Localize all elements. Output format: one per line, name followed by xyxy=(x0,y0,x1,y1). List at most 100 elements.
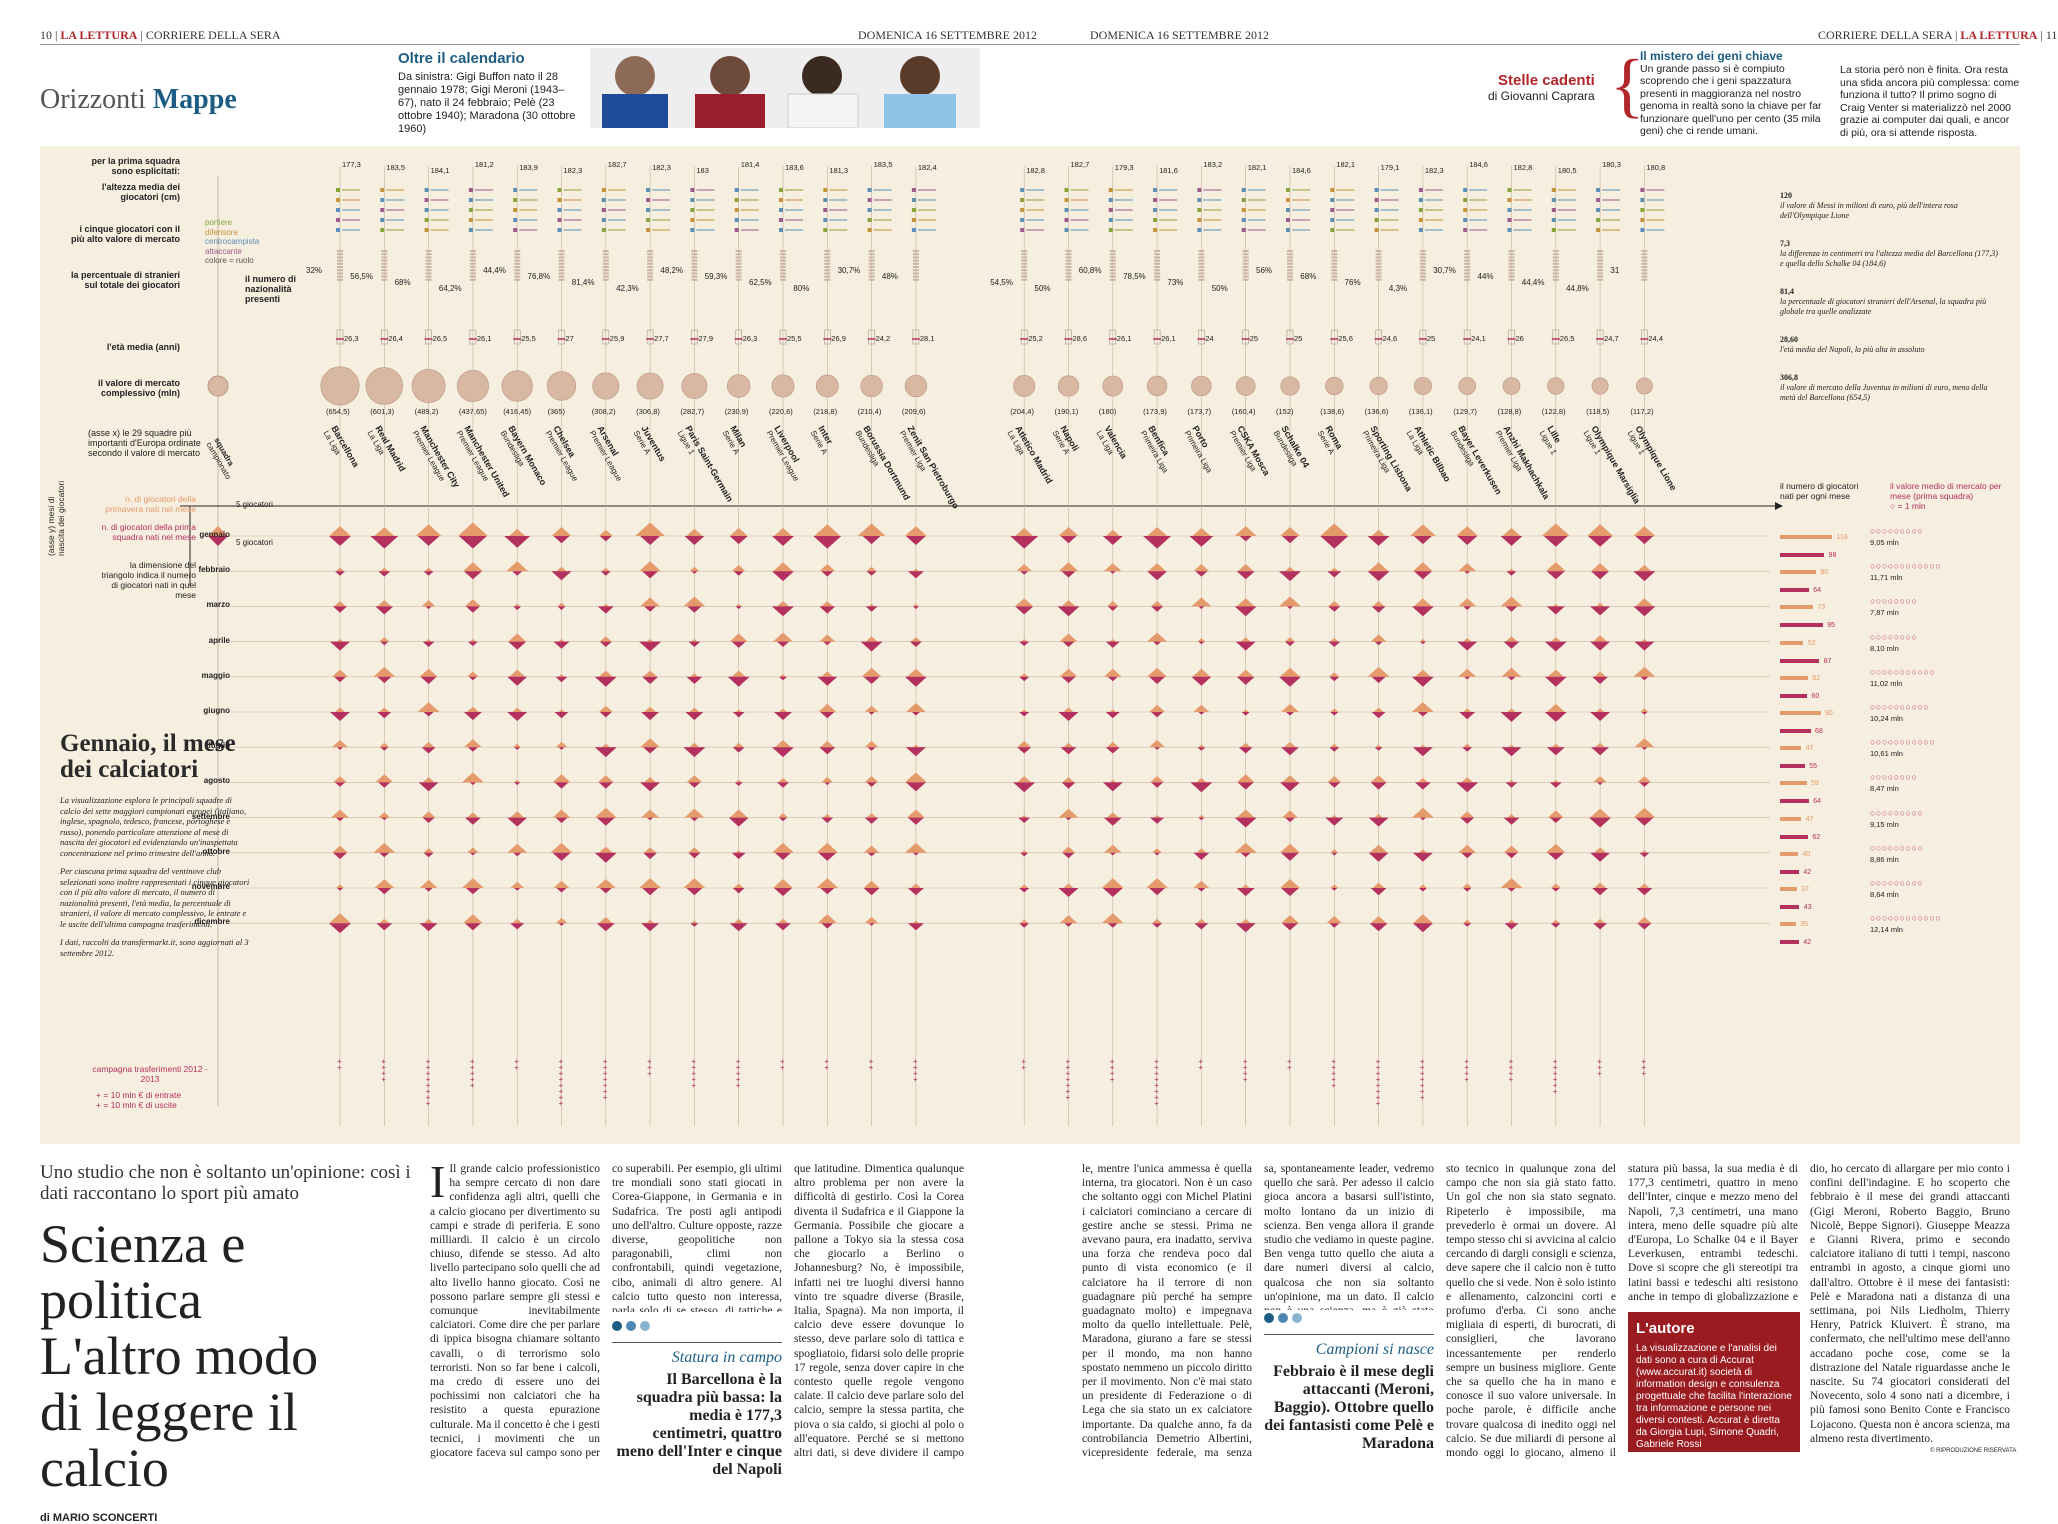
primavera-count: 47 xyxy=(1805,815,1814,823)
nationality-tick xyxy=(514,250,521,252)
prima-bar xyxy=(1780,588,1809,593)
role-difensore: difensore xyxy=(205,227,238,237)
triangle-primavera xyxy=(1374,814,1383,818)
side-note-number: 28,60 xyxy=(1780,335,1798,344)
triangle-primavera xyxy=(912,603,919,607)
player-dot xyxy=(601,218,606,222)
triangle-prima-squadra xyxy=(684,536,705,545)
triangle-prima-squadra xyxy=(1551,888,1560,892)
triangle-prima-squadra xyxy=(642,571,659,579)
player-dot xyxy=(1640,198,1645,202)
stelle-text-2: La storia però non è finita. Ora resta u… xyxy=(1840,64,2020,139)
nationality-tick xyxy=(1021,259,1028,262)
triangle-prima-squadra xyxy=(553,641,570,649)
value-dots: ○○○○○○○○○○○ xyxy=(1870,666,1936,677)
label-cinque: i cinque giocatori con il più alto valor… xyxy=(70,224,180,244)
triangle-primavera xyxy=(1015,598,1034,607)
nationality-tick xyxy=(1375,253,1382,256)
article-header: Uno studio che non è soltanto un'opinion… xyxy=(40,1162,420,1524)
triangle-prima-squadra xyxy=(1015,606,1034,615)
triangle-prima-squadra xyxy=(1102,782,1123,792)
month-stat-row: 80 64 ○○○○○○○○○○○○ 11,71 mln xyxy=(1780,561,2010,597)
nationality-tick xyxy=(912,269,919,272)
triangle-prima-squadra xyxy=(1330,712,1339,716)
age-box xyxy=(1331,329,1338,345)
triangle-primavera xyxy=(1500,878,1523,888)
nationality-tick xyxy=(381,278,388,281)
triangle-primavera xyxy=(1458,844,1477,853)
triangle-primavera xyxy=(773,562,793,572)
nationality-tick xyxy=(425,269,432,272)
triangle-primavera xyxy=(865,636,878,642)
player-dot xyxy=(646,218,651,222)
triangle-primavera xyxy=(1458,668,1477,677)
player-dot xyxy=(646,188,651,192)
nationality-tick xyxy=(1419,272,1426,275)
primavera-bar xyxy=(1780,851,1798,856)
nationality-tick xyxy=(425,259,432,262)
triangle-prima-squadra xyxy=(688,782,701,788)
triangle-prima-squadra xyxy=(1507,676,1516,681)
triangle-prima-squadra xyxy=(774,712,792,721)
triangle-primavera xyxy=(1547,669,1564,677)
triangle-primavera xyxy=(1594,847,1607,853)
nationality-tick xyxy=(602,250,609,252)
month-stat-row: 47 62 ○○○○○○○○○ 9,15 mln xyxy=(1780,808,2010,844)
prima-bar xyxy=(1780,834,1808,839)
intro-p2: Per ciascuna prima squadra del ventinove… xyxy=(60,866,250,929)
triangle-primavera xyxy=(1463,708,1472,712)
nationality-tick xyxy=(1065,275,1072,278)
player-dot xyxy=(1286,188,1290,192)
player-dot xyxy=(601,188,606,192)
nationality-tick xyxy=(1242,256,1249,259)
player-dot xyxy=(336,208,340,212)
triangle-prima-squadra xyxy=(1143,536,1172,549)
triangle-prima-squadra xyxy=(1331,888,1338,891)
triangle-primavera xyxy=(1279,596,1301,607)
triangle-primavera xyxy=(1587,524,1614,536)
triangle-primavera xyxy=(1411,702,1434,712)
article-kicker: Uno studio che non è soltanto un'opinion… xyxy=(40,1162,411,1204)
nationality-tick xyxy=(1242,250,1249,252)
triangle-primavera xyxy=(1016,564,1033,572)
player-dot xyxy=(1286,198,1290,202)
triangle-primavera xyxy=(457,522,488,536)
age-box xyxy=(779,329,787,345)
triangle-primavera xyxy=(552,809,571,818)
triangle-prima-squadra xyxy=(1197,888,1206,892)
triangle-primavera xyxy=(1373,707,1384,712)
nationality-tick xyxy=(868,266,875,268)
triangle-primavera xyxy=(373,842,396,853)
triangle-primavera xyxy=(1147,667,1168,677)
triangle-primavera xyxy=(1198,814,1205,818)
triangle-prima-squadra xyxy=(728,817,749,827)
nationality-tick xyxy=(337,266,343,268)
player-dot xyxy=(1418,218,1423,222)
nationality-tick xyxy=(868,275,875,278)
nationality-tick xyxy=(912,262,919,265)
nationality-tick xyxy=(780,259,786,262)
triangle-primavera xyxy=(1541,523,1570,536)
nationality-tick xyxy=(647,275,654,278)
triangle-prima-squadra xyxy=(380,641,389,646)
month-stat-row: 73 95 ○○○○○○○○ 7,87 mln xyxy=(1780,596,2010,632)
triangle-prima-squadra xyxy=(1149,888,1166,896)
triangle-primavera xyxy=(1596,708,1605,712)
player-dot xyxy=(734,188,739,192)
player-dot xyxy=(1507,208,1512,212)
primavera-count: 37 xyxy=(1801,886,1809,893)
autore-box: L'autore La visualizzazione e l'analisi … xyxy=(1628,1312,1800,1452)
triangle-primavera xyxy=(819,634,836,642)
triangle-primavera xyxy=(731,670,746,677)
triangle-primavera xyxy=(331,809,349,818)
triangle-primavera xyxy=(1236,809,1255,818)
triangle-prima-squadra xyxy=(824,782,831,786)
nationality-tick xyxy=(735,278,742,281)
player-dot xyxy=(734,198,739,202)
player-dot xyxy=(424,208,429,212)
nationality-tick xyxy=(780,250,786,252)
player-dot xyxy=(557,208,562,212)
triangle-prima-squadra xyxy=(1279,676,1301,687)
prima-count: 62 xyxy=(1812,833,1821,841)
triangle-prima-squadra xyxy=(641,712,660,721)
